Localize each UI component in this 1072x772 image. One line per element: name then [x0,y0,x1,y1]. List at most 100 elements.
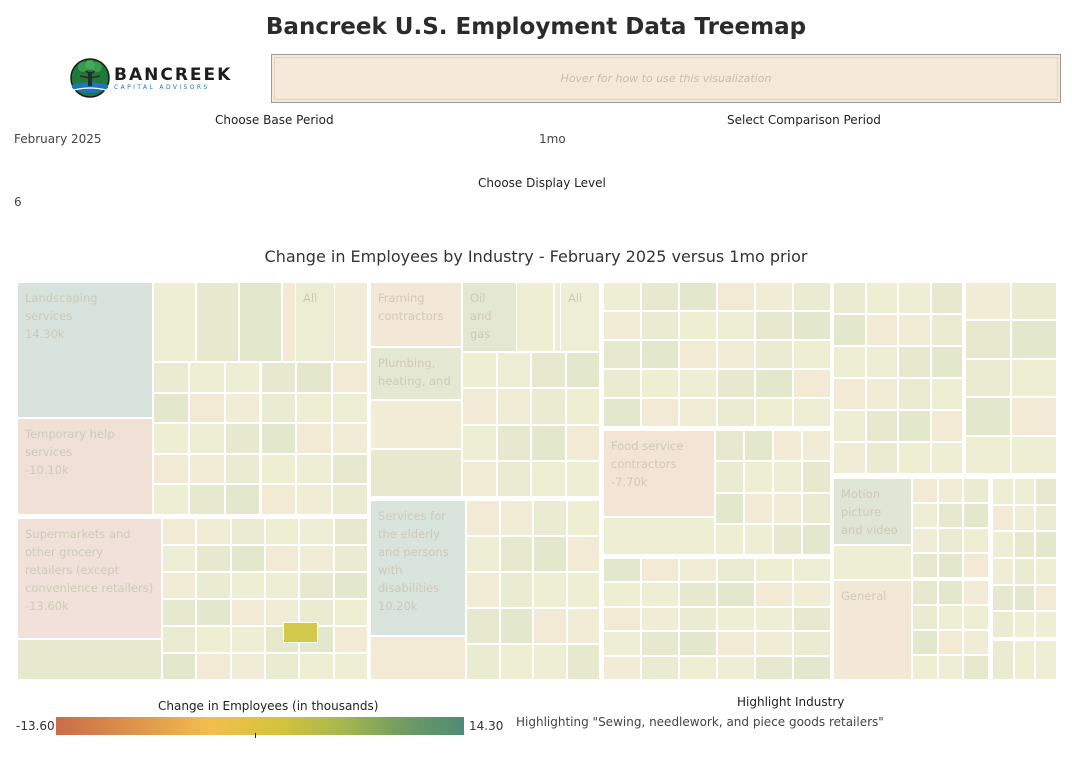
treemap-cell[interactable] [930,378,963,410]
treemap-cell[interactable] [717,398,755,427]
treemap-cell[interactable] [641,606,679,632]
treemap-cell[interactable] [930,346,963,378]
treemap-cell[interactable] [196,626,231,653]
treemap-cell[interactable] [260,484,297,515]
treemap-cell[interactable] [603,340,641,369]
treemap-cell[interactable] [717,558,755,583]
treemap-cell[interactable] [833,442,866,474]
treemap-cell[interactable] [224,423,261,454]
treemap-cell[interactable] [963,630,989,655]
treemap-cell[interactable] [533,500,567,536]
treemap-cell[interactable] [965,435,1011,474]
display-level-select[interactable]: 6 [14,195,22,209]
treemap-cell[interactable] [1013,584,1036,612]
treemap-labeled-cell[interactable]: All [560,282,600,352]
treemap-cell[interactable] [641,398,679,427]
treemap-cell[interactable] [865,282,898,314]
treemap-cell[interactable] [755,606,793,632]
treemap-cell[interactable] [462,424,497,461]
treemap-cell[interactable] [992,558,1014,585]
treemap-cell[interactable] [188,423,225,454]
treemap-cell[interactable] [715,523,744,555]
treemap-cell[interactable] [930,442,963,474]
treemap-cell[interactable] [499,644,533,680]
treemap-cell[interactable] [641,582,679,607]
treemap-cell[interactable] [1013,558,1036,585]
treemap-cell[interactable] [773,492,802,524]
treemap-cell[interactable] [912,605,938,630]
treemap-cell[interactable] [992,478,1014,505]
treemap-cell[interactable] [466,500,500,536]
treemap-cell[interactable] [265,653,300,680]
treemap-cell[interactable] [499,572,533,608]
treemap-cell[interactable] [912,528,938,553]
treemap-labeled-cell[interactable]: Services for the elderly and persons with di… [370,500,466,636]
treemap-cell[interactable] [773,523,802,555]
treemap-cell[interactable] [793,582,831,607]
treemap-cell[interactable] [802,461,831,493]
treemap-cell[interactable] [466,644,500,680]
treemap-cell[interactable] [965,358,1011,398]
treemap-cell[interactable] [566,500,600,536]
treemap-cell[interactable] [898,410,931,442]
treemap-cell[interactable] [865,442,898,474]
treemap-cell[interactable] [296,484,333,515]
treemap-labeled-cell[interactable]: General [833,580,912,680]
treemap-cell[interactable] [715,461,744,493]
treemap-cell[interactable] [963,478,989,503]
treemap-cell[interactable] [299,599,334,626]
treemap-cell[interactable] [992,611,1014,638]
treemap-cell[interactable] [496,352,531,389]
treemap-cell[interactable] [773,430,802,462]
treemap-cell[interactable] [1011,320,1057,359]
treemap-cell[interactable] [531,352,566,389]
treemap-cell[interactable] [937,630,964,655]
treemap-cell[interactable] [1035,584,1057,612]
treemap-cell[interactable] [230,626,265,653]
treemap-cell[interactable] [1035,558,1057,585]
treemap-cell[interactable] [717,655,755,680]
treemap-cell[interactable] [641,282,679,311]
treemap-cell[interactable] [773,461,802,493]
treemap-cell[interactable] [565,388,600,425]
treemap-cell[interactable] [188,392,225,424]
treemap-cell[interactable] [717,369,755,398]
treemap-cell[interactable] [793,631,831,656]
treemap-cell[interactable] [793,558,831,583]
treemap-cell[interactable] [679,340,717,369]
treemap-cell[interactable] [755,282,793,311]
treemap-cell[interactable] [793,282,831,311]
highlight-industry-input[interactable]: Highlighting "Sewing, needlework, and pi… [516,715,884,729]
treemap-cell[interactable] [533,644,567,680]
treemap-labeled-cell[interactable]: Food service contractors -7.70k [603,430,715,517]
treemap-cell[interactable] [224,453,261,485]
treemap-labeled-cell[interactable]: Plumbing, heating, and [370,347,462,400]
treemap-cell[interactable] [533,572,567,608]
treemap-cell[interactable] [566,572,600,608]
treemap-cell[interactable] [466,536,500,572]
treemap-cell[interactable] [992,640,1014,680]
treemap-cell[interactable] [1013,611,1036,638]
treemap-cell[interactable] [1011,397,1057,436]
treemap-cell[interactable] [17,639,162,680]
treemap-cell[interactable] [898,282,931,314]
treemap-cell[interactable] [912,630,938,655]
treemap-cell[interactable] [196,653,231,680]
treemap-cell[interactable] [963,503,989,528]
treemap-cell[interactable] [603,311,641,340]
treemap-cell[interactable] [965,282,1011,321]
treemap-cell[interactable] [603,282,641,311]
treemap-cell[interactable] [239,282,282,362]
treemap-cell[interactable] [296,392,333,424]
treemap-cell[interactable] [679,558,717,583]
treemap-cell[interactable] [230,653,265,680]
treemap-cell[interactable] [641,631,679,656]
treemap-cell[interactable] [496,460,531,497]
treemap-cell[interactable] [963,655,989,680]
treemap-cell[interactable] [299,518,334,545]
treemap-cell[interactable] [1013,531,1036,558]
treemap-cell[interactable] [715,492,744,524]
treemap-cell[interactable] [641,311,679,340]
treemap-cell[interactable] [898,346,931,378]
treemap-cell[interactable] [641,340,679,369]
